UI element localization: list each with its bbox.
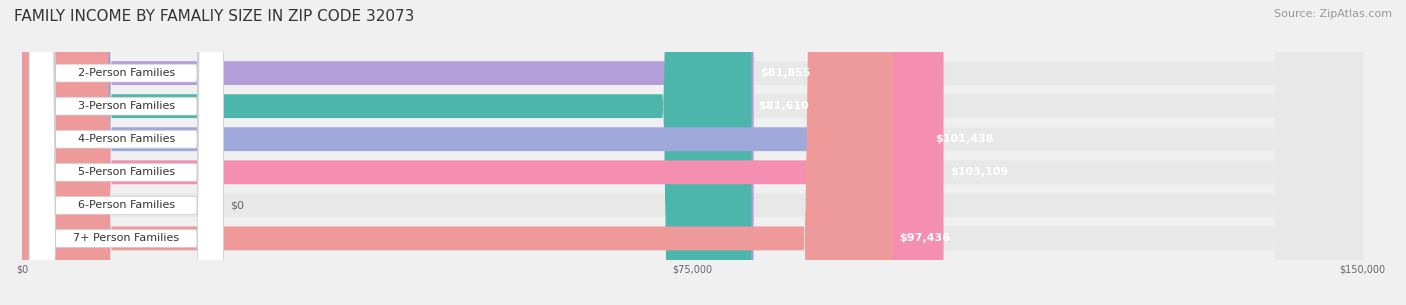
FancyBboxPatch shape bbox=[22, 0, 943, 305]
Text: $101,438: $101,438 bbox=[935, 134, 994, 144]
FancyBboxPatch shape bbox=[22, 0, 754, 305]
Text: 2-Person Families: 2-Person Families bbox=[77, 68, 174, 78]
FancyBboxPatch shape bbox=[22, 0, 751, 305]
FancyBboxPatch shape bbox=[30, 0, 224, 305]
Text: $97,436: $97,436 bbox=[900, 233, 950, 243]
Text: $103,109: $103,109 bbox=[950, 167, 1008, 177]
FancyBboxPatch shape bbox=[30, 0, 224, 305]
Text: FAMILY INCOME BY FAMALIY SIZE IN ZIP CODE 32073: FAMILY INCOME BY FAMALIY SIZE IN ZIP COD… bbox=[14, 9, 415, 24]
FancyBboxPatch shape bbox=[30, 0, 224, 305]
Text: 5-Person Families: 5-Person Families bbox=[77, 167, 174, 177]
FancyBboxPatch shape bbox=[22, 0, 1362, 305]
Text: $81,855: $81,855 bbox=[761, 68, 811, 78]
Text: 6-Person Families: 6-Person Families bbox=[77, 200, 174, 210]
FancyBboxPatch shape bbox=[30, 0, 224, 305]
Text: 4-Person Families: 4-Person Families bbox=[77, 134, 174, 144]
Text: 7+ Person Families: 7+ Person Families bbox=[73, 233, 180, 243]
Text: Source: ZipAtlas.com: Source: ZipAtlas.com bbox=[1274, 9, 1392, 19]
Text: $0: $0 bbox=[231, 200, 245, 210]
FancyBboxPatch shape bbox=[22, 0, 893, 305]
FancyBboxPatch shape bbox=[22, 0, 1362, 305]
FancyBboxPatch shape bbox=[30, 0, 224, 305]
FancyBboxPatch shape bbox=[22, 0, 1362, 305]
FancyBboxPatch shape bbox=[22, 0, 1362, 305]
FancyBboxPatch shape bbox=[22, 0, 1362, 305]
Text: 3-Person Families: 3-Person Families bbox=[77, 101, 174, 111]
Text: $81,610: $81,610 bbox=[758, 101, 808, 111]
FancyBboxPatch shape bbox=[22, 0, 928, 305]
FancyBboxPatch shape bbox=[22, 0, 1362, 305]
FancyBboxPatch shape bbox=[30, 0, 224, 305]
